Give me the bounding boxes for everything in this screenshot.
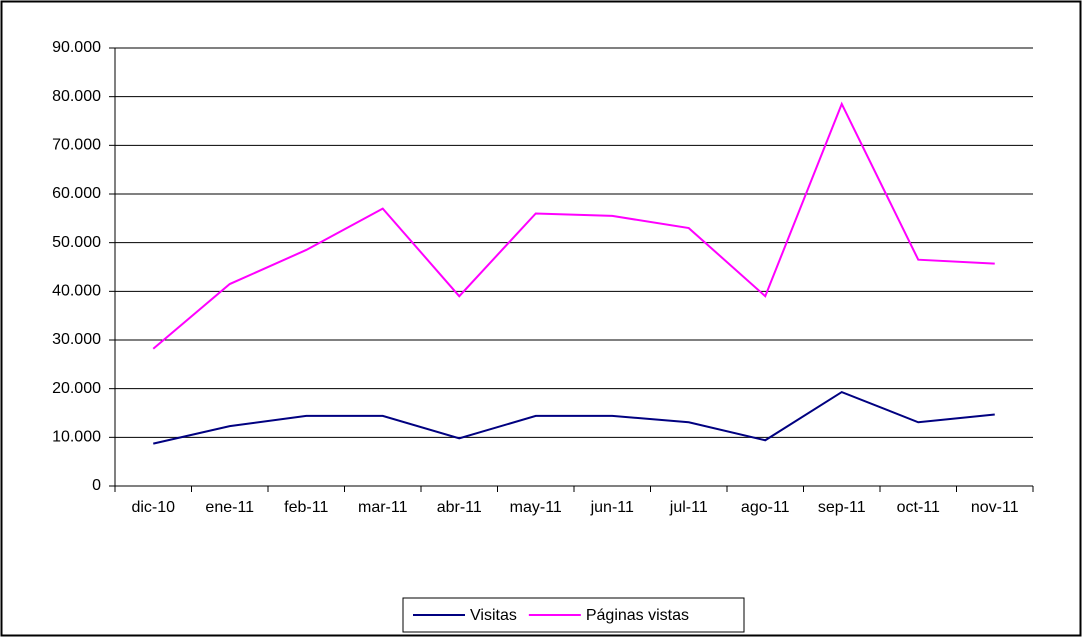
y-tick-label: 80.000 — [52, 88, 101, 105]
y-tick-label: 0 — [92, 477, 101, 494]
legend-label: Páginas vistas — [586, 607, 689, 624]
y-tick-label: 90.000 — [52, 39, 101, 56]
x-tick-label: oct-11 — [897, 499, 940, 516]
series-line — [152, 101, 995, 350]
y-tick-label: 70.000 — [52, 137, 101, 154]
x-tick-label: dic-10 — [131, 499, 175, 516]
y-tick-label: 50.000 — [52, 234, 101, 251]
x-tick-label: ene-11 — [205, 499, 254, 516]
y-tick-label: 10.000 — [52, 429, 101, 446]
x-tick-label: may-11 — [510, 499, 562, 516]
x-tick-label: feb-11 — [284, 499, 328, 516]
x-tick-label: ago-11 — [741, 499, 790, 516]
x-tick-label: jun-11 — [590, 499, 634, 516]
y-tick-label: 60.000 — [52, 185, 101, 202]
y-tick-label: 40.000 — [52, 283, 101, 300]
x-tick-label: nov-11 — [971, 499, 1019, 516]
y-tick-label: 20.000 — [52, 380, 101, 397]
x-tick-label: jul-11 — [669, 499, 708, 516]
x-tick-label: mar-11 — [358, 499, 408, 516]
x-tick-label: sep-11 — [818, 499, 866, 516]
y-tick-label: 30.000 — [52, 331, 101, 348]
legend-label: Visitas — [470, 607, 517, 624]
x-tick-label: abr-11 — [437, 499, 482, 516]
series-line — [153, 390, 995, 445]
